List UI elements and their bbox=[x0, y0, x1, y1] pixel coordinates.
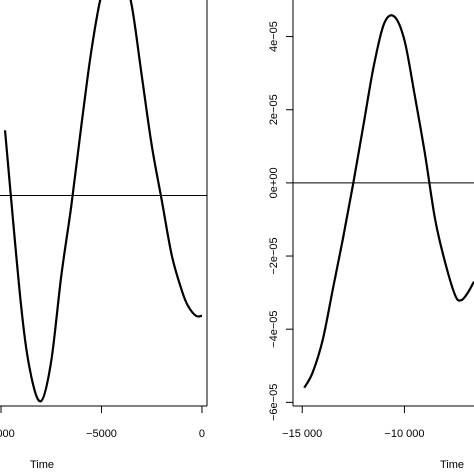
right-chart: −6e−05 −4e−05 −2e−05 0e+00 2e−05 4e−05 −15 00… bbox=[268, 0, 474, 471]
right-chart-y-tick-label: −4e−05 bbox=[268, 311, 280, 348]
left-chart-x-ticks: 0,000 −5000 0 bbox=[0, 406, 205, 440]
left-chart-x-axis-title: Time bbox=[30, 459, 54, 471]
right-chart-y-tick-label: 0e+00 bbox=[268, 167, 280, 198]
right-chart-y-tick-label: 2e−05 bbox=[268, 94, 280, 125]
left-chart: 0,000 −5000 0 Time bbox=[0, 0, 208, 471]
right-chart-x-ticks: −15 000 −10 000 bbox=[282, 406, 425, 440]
left-chart-x-tick-label: −5000 bbox=[86, 428, 117, 440]
left-chart-x-tick-label: 0,000 bbox=[0, 428, 15, 440]
right-chart-x-tick-label: −15 000 bbox=[282, 428, 322, 440]
right-chart-series-line bbox=[303, 14, 474, 389]
left-chart-x-tick-label: 0 bbox=[199, 428, 205, 440]
right-chart-x-axis-title: Time bbox=[440, 459, 464, 471]
right-chart-x-tick-label: −10 000 bbox=[384, 428, 424, 440]
right-chart-y-ticks: −6e−05 −4e−05 −2e−05 0e+00 2e−05 4e−05 bbox=[268, 21, 293, 421]
left-chart-series-line bbox=[3, 0, 203, 403]
right-chart-y-tick-label: −2e−05 bbox=[268, 237, 280, 274]
right-chart-y-tick-label: 4e−05 bbox=[268, 21, 280, 52]
right-chart-y-tick-label: −6e−05 bbox=[268, 384, 280, 421]
